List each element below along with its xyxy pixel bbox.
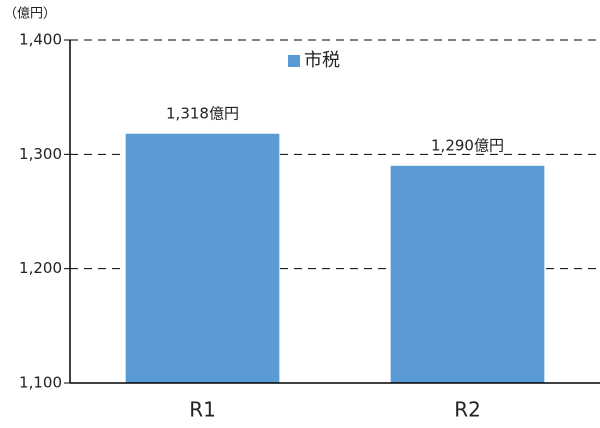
legend-key — [288, 55, 300, 67]
y-axis-label: （億円） — [4, 6, 56, 22]
bar — [390, 165, 545, 383]
data-label: 1,290億円 — [431, 136, 504, 154]
y-tick-label: 1,400 — [19, 31, 62, 49]
data-label: 1,318億円 — [166, 104, 239, 122]
legend-label: 市税 — [304, 50, 340, 71]
x-tick-label: R1 — [189, 398, 216, 422]
bar — [125, 133, 280, 383]
y-tick-label: 1,300 — [19, 145, 62, 163]
y-tick-label: 1,100 — [19, 374, 62, 392]
y-tick-label: 1,200 — [19, 259, 62, 277]
x-tick-label: R2 — [454, 398, 481, 422]
